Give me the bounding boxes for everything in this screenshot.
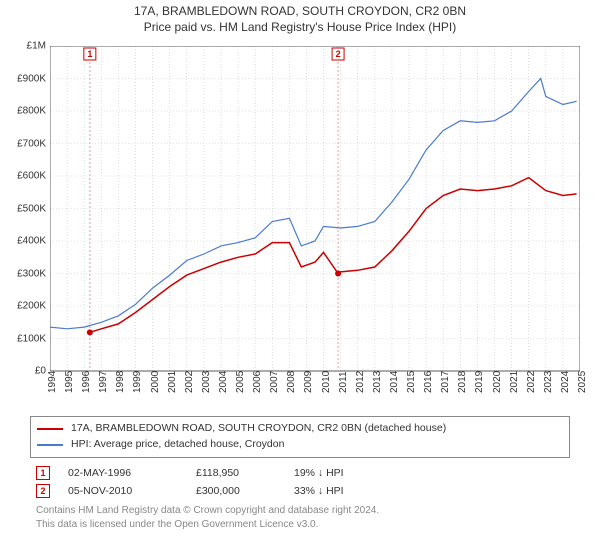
y-tick-label: £700K [10,138,46,149]
footer-line: This data is licensed under the Open Gov… [36,518,564,532]
y-tick-label: £800K [10,106,46,117]
y-tick-label: £0 [10,366,46,377]
sale-marker-icon: 1 [36,466,50,480]
sale-price: £300,000 [196,485,276,497]
svg-text:1: 1 [87,49,92,59]
sale-delta: 19% ↓ HPI [294,467,344,479]
legend: 17A, BRAMBLEDOWN ROAD, SOUTH CROYDON, CR… [30,416,570,458]
y-tick-label: £100K [10,333,46,344]
title-line-1: 17A, BRAMBLEDOWN ROAD, SOUTH CROYDON, CR… [0,4,600,18]
legend-swatch [37,428,63,430]
sale-row: 1 02-MAY-1996 £118,950 19% ↓ HPI [30,464,570,482]
legend-row: 17A, BRAMBLEDOWN ROAD, SOUTH CROYDON, CR… [37,421,563,437]
sale-delta: 33% ↓ HPI [294,485,344,497]
svg-text:2: 2 [336,49,341,59]
y-tick-label: £1M [10,41,46,52]
y-tick-label: £300K [10,268,46,279]
sale-price: £118,950 [196,467,276,479]
chart-svg: 12 [50,46,580,373]
sale-row: 2 05-NOV-2010 £300,000 33% ↓ HPI [30,482,570,500]
chart-area: 12 £0£100K£200K£300K£400K£500K£600K£700K… [10,40,590,410]
sales-table: 1 02-MAY-1996 £118,950 19% ↓ HPI 2 05-NO… [30,464,570,500]
y-tick-label: £900K [10,73,46,84]
legend-label: 17A, BRAMBLEDOWN ROAD, SOUTH CROYDON, CR… [71,421,446,437]
title-line-2: Price paid vs. HM Land Registry's House … [0,20,600,34]
x-tick-label: 2025 [577,371,600,393]
y-tick-label: £500K [10,203,46,214]
y-tick-label: £400K [10,236,46,247]
y-tick-label: £600K [10,171,46,182]
sale-marker-icon: 2 [36,484,50,498]
legend-swatch [37,444,63,446]
legend-row: HPI: Average price, detached house, Croy… [37,437,563,453]
footer-line: Contains HM Land Registry data © Crown c… [36,504,564,518]
sale-date: 05-NOV-2010 [68,485,178,497]
footer-attribution: Contains HM Land Registry data © Crown c… [30,504,570,532]
sale-date: 02-MAY-1996 [68,467,178,479]
chart-title-block: 17A, BRAMBLEDOWN ROAD, SOUTH CROYDON, CR… [0,0,600,34]
y-tick-label: £200K [10,301,46,312]
legend-label: HPI: Average price, detached house, Croy… [71,437,284,453]
